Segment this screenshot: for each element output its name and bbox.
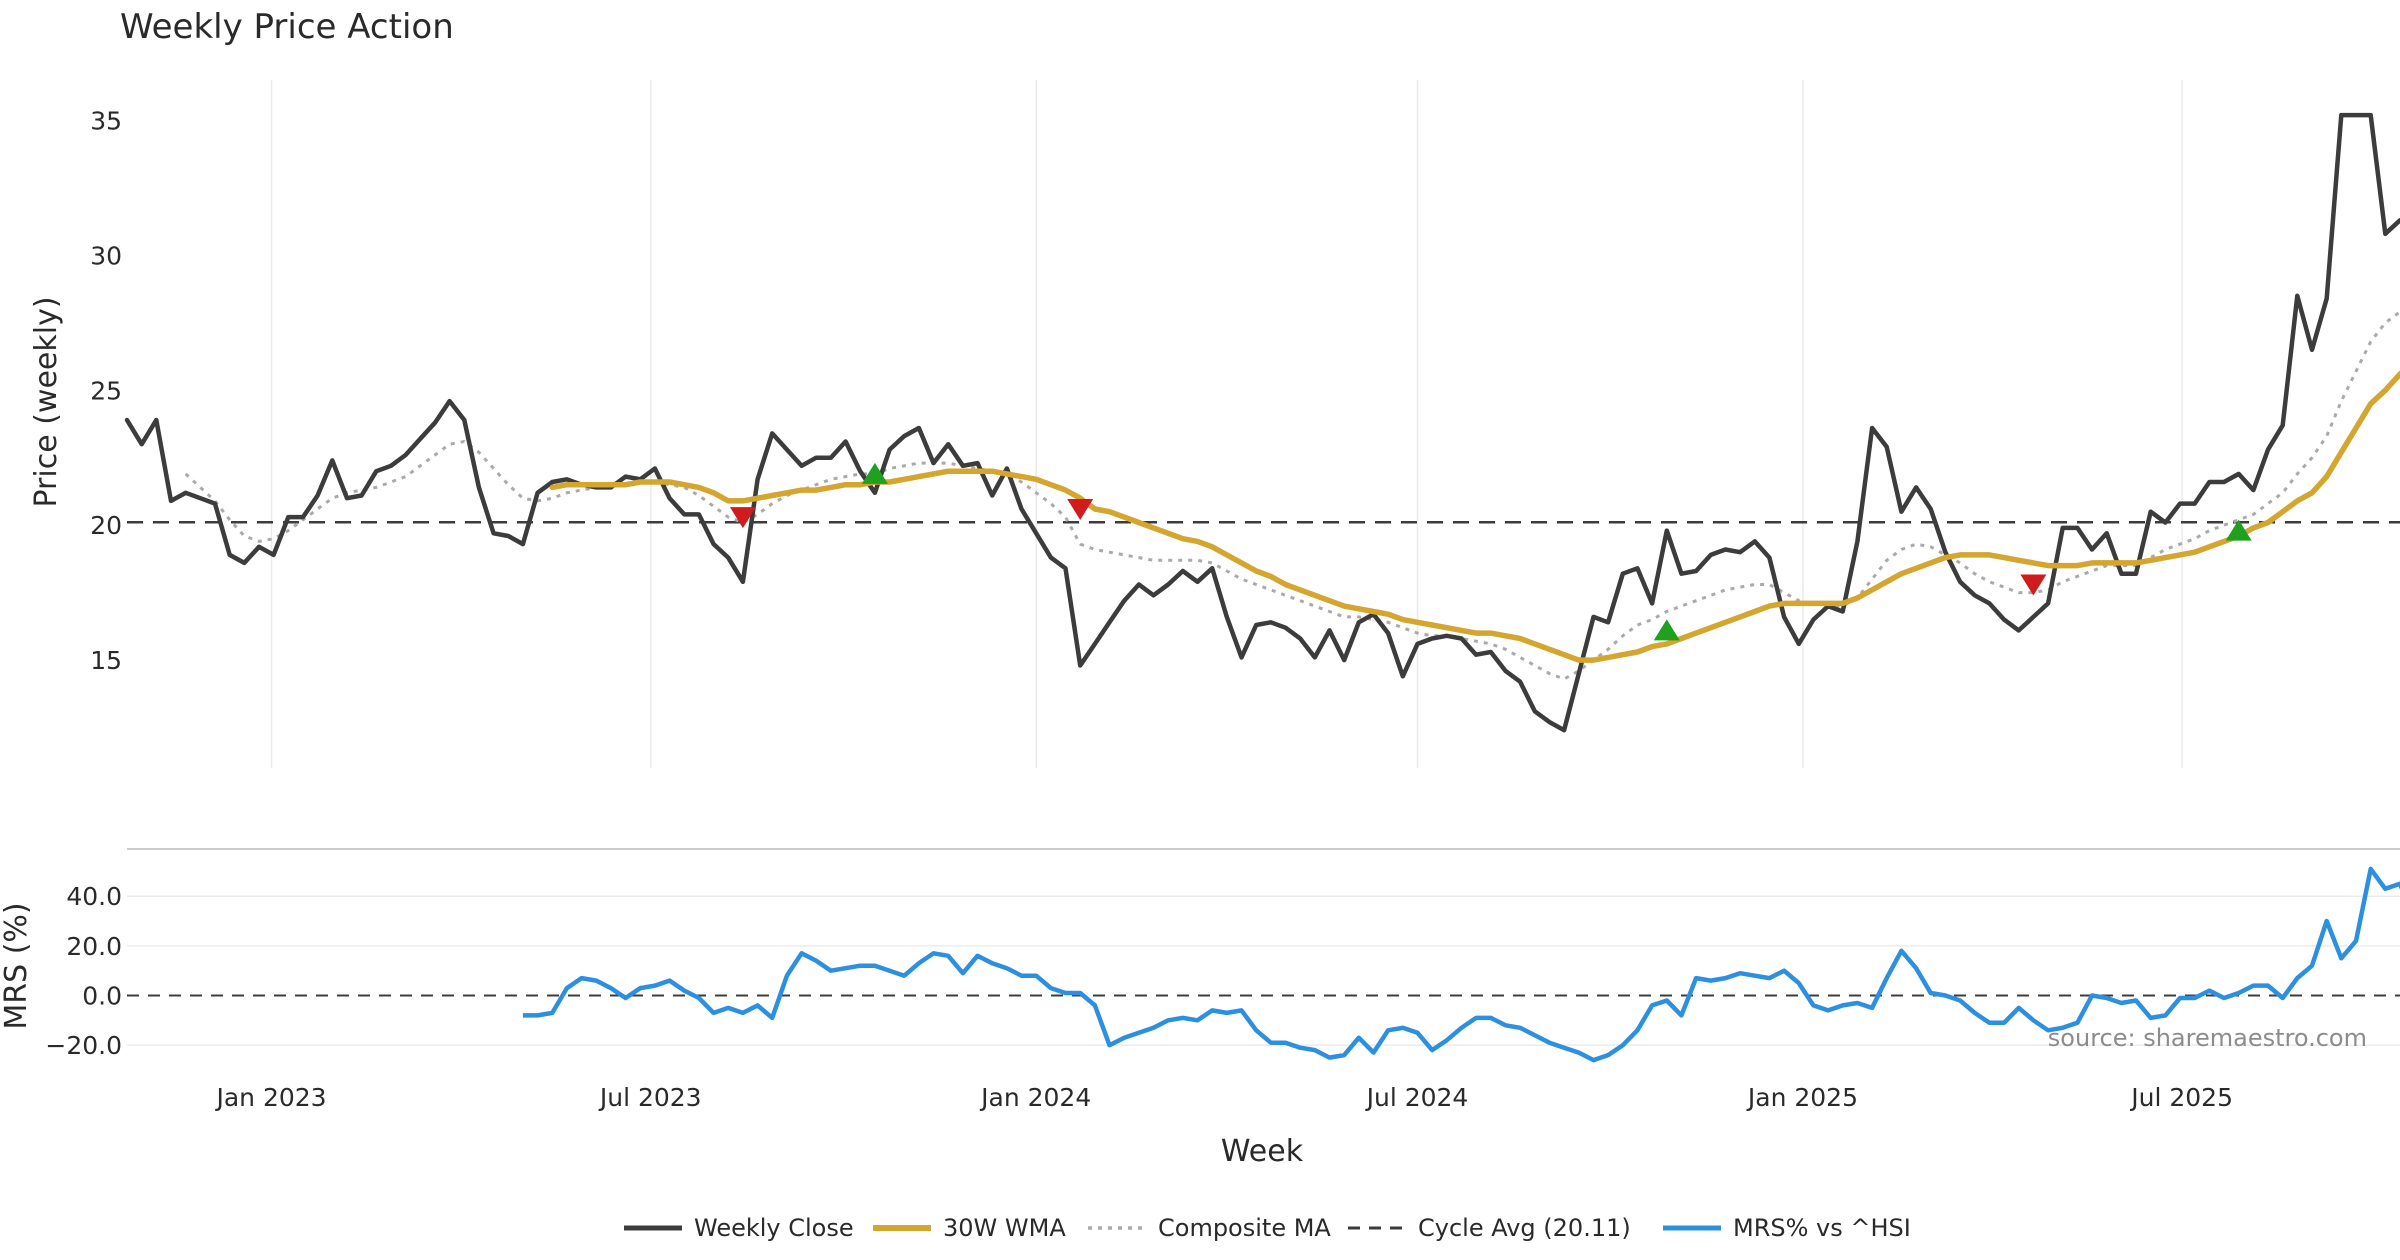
sell-signal-marker [729, 507, 756, 529]
composite-ma-line [184, 309, 2400, 681]
x-axis: Jan 2023 Jul 2023 Jan 2024 Jul 2024 Jan 2025… [214, 1083, 2232, 1112]
x-tick-label: Jul 2024 [1365, 1083, 1469, 1112]
sell-signal-marker [2020, 574, 2047, 596]
buy-signal-marker [861, 462, 888, 484]
mrs-y-axis: −20.0 0.0 20.0 40.0 [45, 882, 122, 1060]
x-tick-label: Jan 2025 [1746, 1083, 1858, 1112]
mrs-panel: −20.0 0.0 20.0 40.0 MRS (%) source: sharema… [0, 866, 2400, 1063]
price-y-axis-title: Price (weekly) [29, 296, 64, 507]
price-y-tick-label: 15 [90, 646, 122, 675]
source-annotation: source: sharemaestro.com [2048, 1024, 2367, 1052]
x-tick-label: Jul 2025 [2129, 1083, 2233, 1112]
mrs-y-axis-title: MRS (%) [0, 902, 34, 1029]
weekly-close-line [124, 112, 2400, 733]
price-y-tick-label: 35 [90, 106, 122, 135]
mrs-gridlines [127, 895, 2400, 1046]
price-y-tick-label: 20 [90, 511, 122, 540]
mrs-y-tick-label: 40.0 [66, 882, 122, 911]
mrs-y-tick-label: 20.0 [66, 932, 122, 961]
30w-wma-line [549, 370, 2400, 663]
mrs-line [522, 866, 2400, 1063]
legend-label: Cycle Avg (20.11) [1418, 1214, 1631, 1242]
price-y-axis: 15 20 25 30 35 [90, 106, 122, 675]
x-tick-label: Jul 2023 [598, 1083, 702, 1112]
x-tick-label: Jan 2024 [979, 1083, 1091, 1112]
chart-legend: Weekly Close 30W WMA Composite MA Cycle Avg… [624, 1214, 1911, 1242]
price-panel: 15 20 25 30 35 Price (weekly) [29, 80, 2400, 768]
sell-signal-marker [1067, 498, 1094, 520]
legend-label: Composite MA [1158, 1214, 1331, 1242]
price-y-tick-label: 25 [90, 376, 122, 405]
legend-label: Weekly Close [694, 1214, 854, 1242]
buy-signal-marker [1653, 619, 1680, 641]
x-tick-label: Jan 2023 [214, 1083, 326, 1112]
price-gridlines [270, 80, 2183, 768]
mrs-y-tick-label: −20.0 [45, 1031, 122, 1060]
price-series [124, 112, 2400, 733]
x-axis-title: Week [1221, 1134, 1304, 1169]
mrs-y-tick-label: 0.0 [82, 982, 122, 1011]
mrs-series [522, 866, 2400, 1063]
legend-label: MRS% vs ^HSI [1733, 1214, 1911, 1242]
buy-signal-marker [2225, 519, 2252, 541]
price-y-tick-label: 30 [90, 241, 122, 270]
chart-title: Weekly Price Action [120, 7, 454, 47]
legend-label: 30W WMA [943, 1214, 1066, 1242]
signal-markers [729, 462, 2252, 641]
